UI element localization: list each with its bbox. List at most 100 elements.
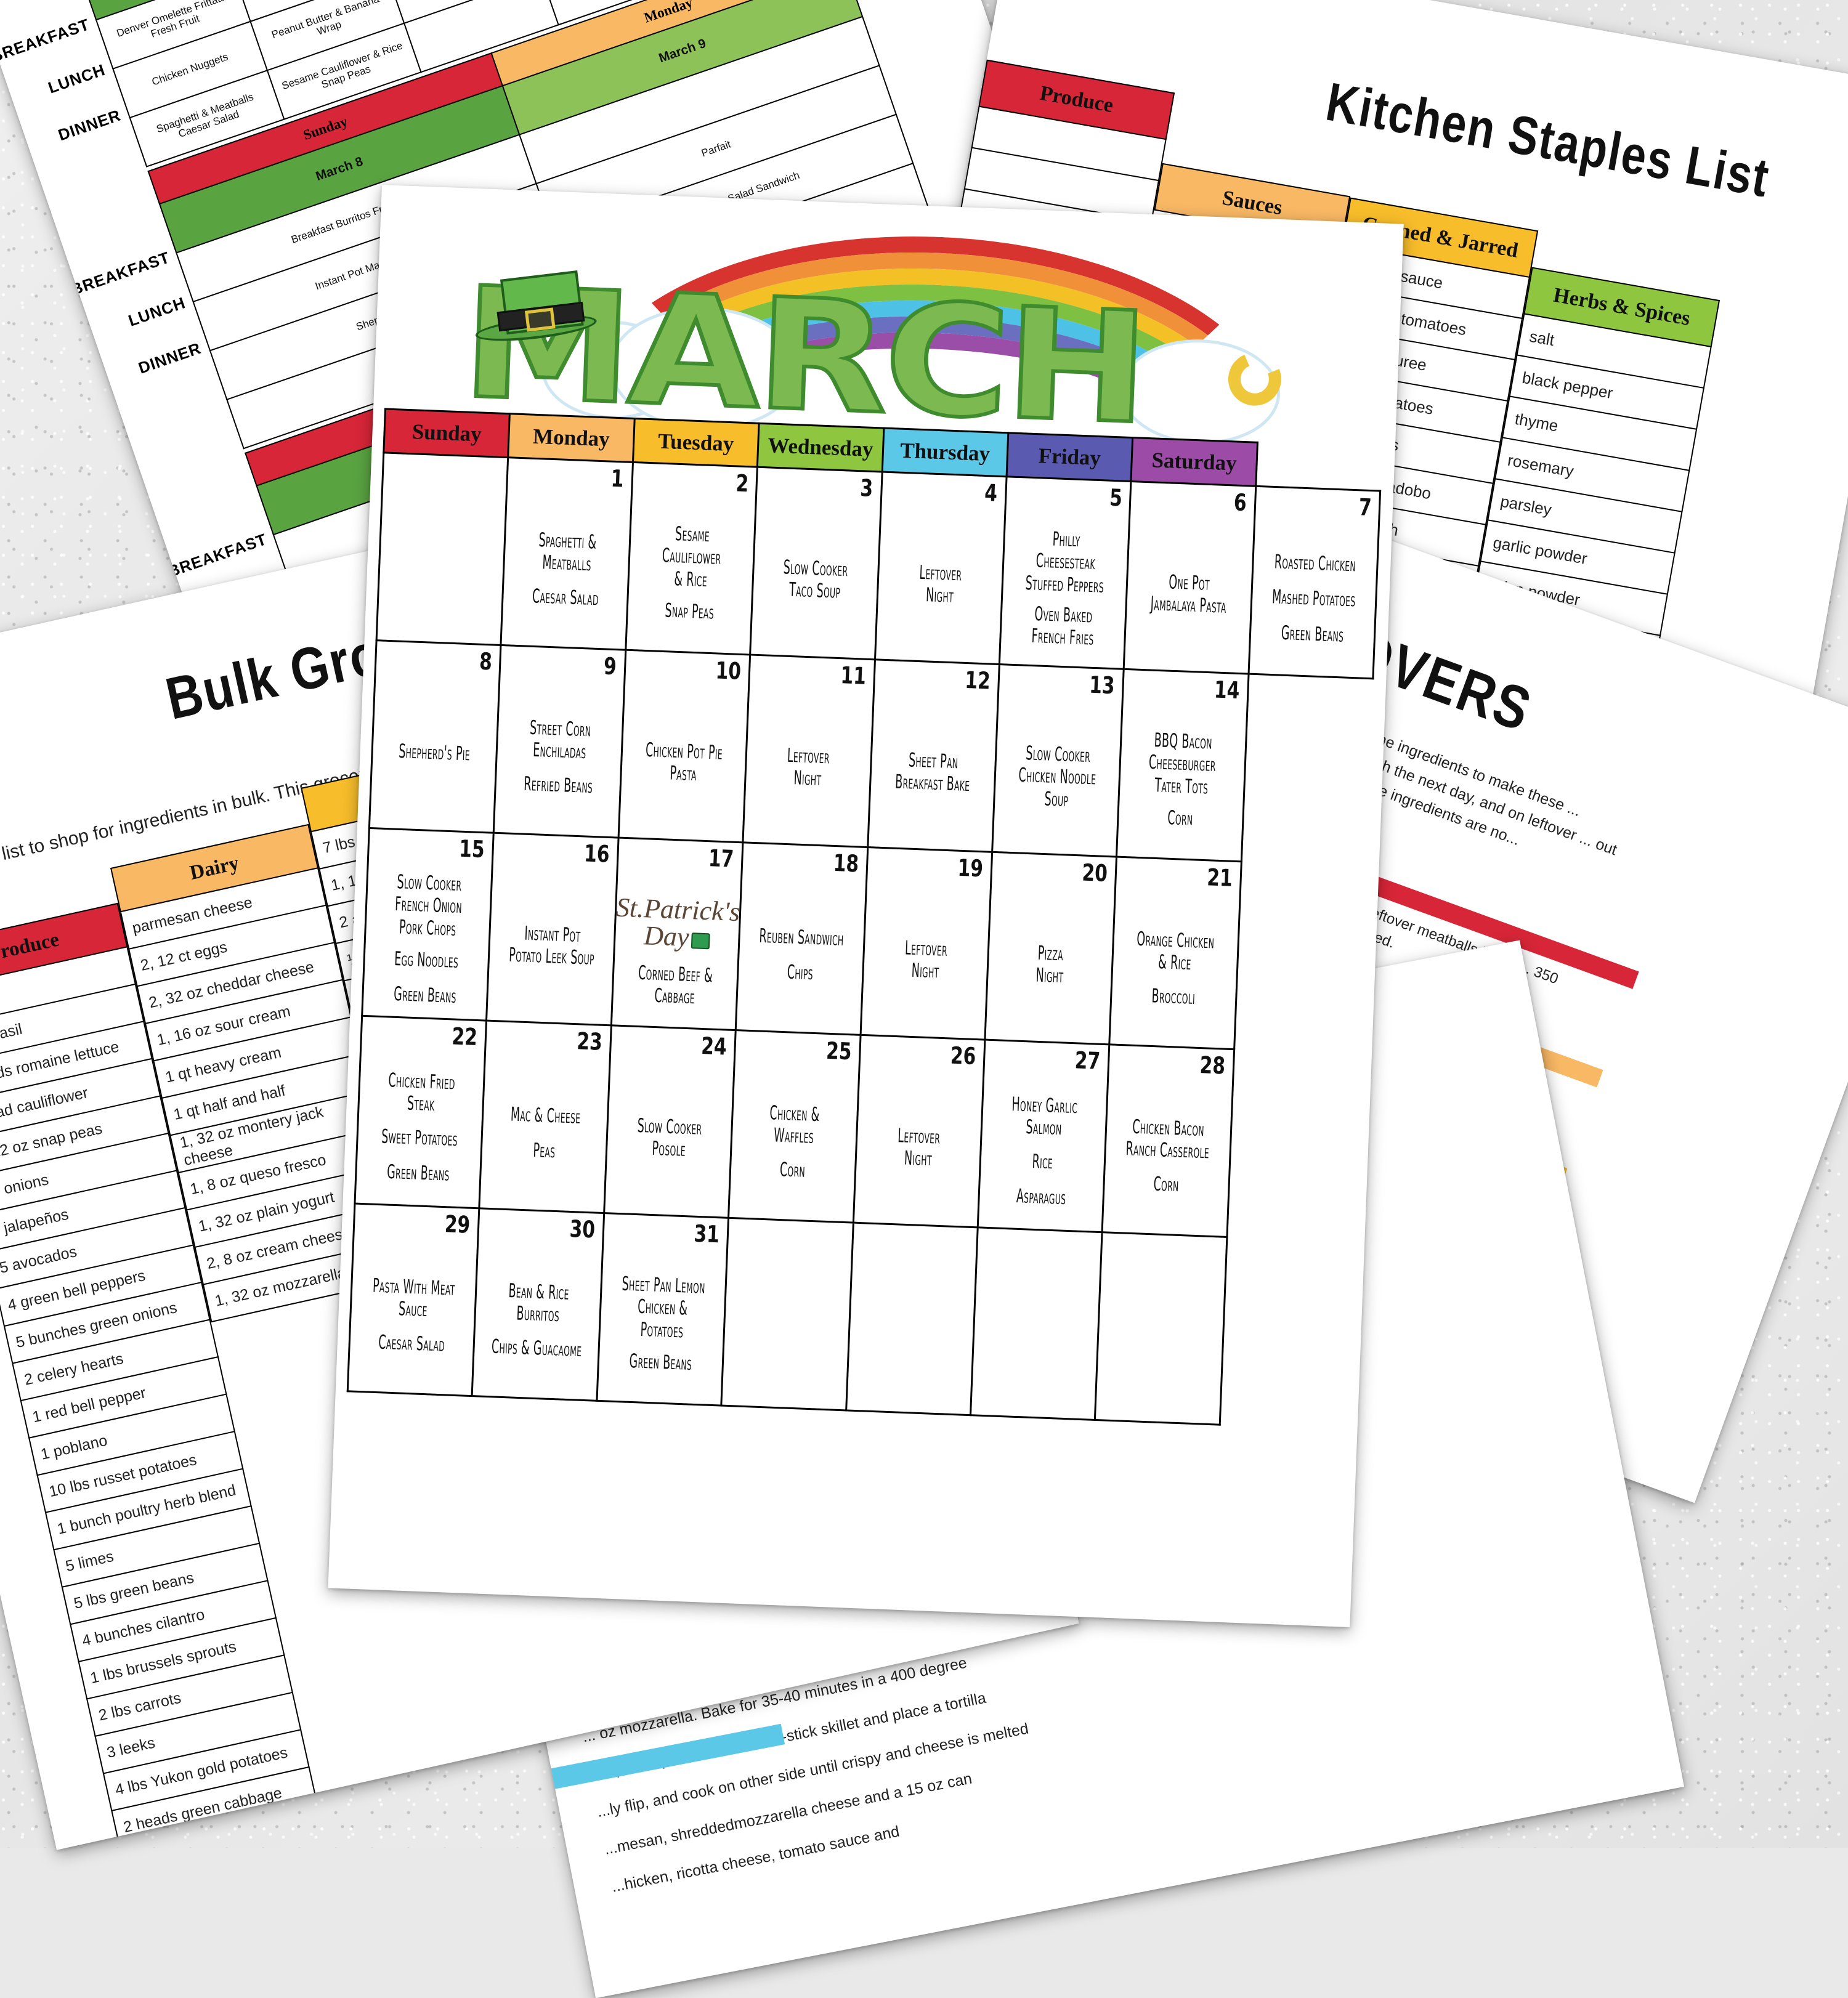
calendar-day-cell-10[interactable]: 10 Chicken Pot Pie Pasta bbox=[618, 650, 750, 843]
calendar-meal-item: Sheet Pan Lemon Chicken & Potatoes bbox=[621, 1273, 706, 1343]
calendar-day-cell-27[interactable]: 27 Honey Garlic Salmon Rice Asparagus bbox=[978, 1040, 1110, 1232]
calendar-meal-list: Sheet Pan Breakfast Bake bbox=[869, 700, 997, 844]
calendar-day-cell-14[interactable]: 14 BBQ Bacon Cheeseburger Tater Tots Corn bbox=[1116, 669, 1249, 862]
calendar-day-cell-28[interactable]: 28 Chicken Bacon Ranch Casserole Corn bbox=[1102, 1044, 1234, 1237]
calendar-meal-item: Instant Pot Potato Leek Soup bbox=[508, 922, 595, 970]
calendar-meal-list: Pasta With Meat Sauce Caesar Salad bbox=[349, 1244, 477, 1389]
calendar-date-number: 22 bbox=[452, 1022, 479, 1051]
calendar-date-number: 4 bbox=[984, 479, 999, 507]
calendar-day-cell-11[interactable]: 11 Leftover Night bbox=[743, 655, 875, 847]
calendar-meal-item: Orange Chicken & Rice bbox=[1137, 928, 1215, 975]
calendar-day-cell-19[interactable]: 19 Leftover Night bbox=[860, 847, 992, 1040]
shamrock-hat-icon bbox=[691, 932, 710, 950]
calendar-meal-item: Slow Cooker Posole bbox=[636, 1114, 703, 1162]
calendar-day-cell-26[interactable]: 26 Leftover Night bbox=[853, 1035, 985, 1228]
calendar-day-cell-12[interactable]: 12 Sheet Pan Breakfast Bake bbox=[867, 659, 1000, 852]
calendar-day-cell-4[interactable]: 4 Leftover Night bbox=[875, 472, 1007, 665]
calendar-meal-list: Honey Garlic Salmon Rice Asparagus bbox=[979, 1080, 1107, 1225]
calendar-date-number: 6 bbox=[1233, 488, 1247, 517]
calendar-day-cell-6[interactable]: 6 One Pot Jambalaya Pasta bbox=[1124, 481, 1256, 674]
calendar-week-row: 1 Spaghetti & Meatballs Caesar Salad 2 Sesam… bbox=[376, 452, 1380, 679]
calendar-day-cell-7[interactable]: 7 Roasted Chicken Mashed Potatoes Green Bea… bbox=[1248, 486, 1380, 679]
calendar-meal-list: Chicken Fried Steak Sweet Potatoes Green B… bbox=[356, 1056, 484, 1201]
calendar-date-number: 17 bbox=[708, 844, 735, 873]
calendar-meal-list: Sesame Cauliflower & Rice Snap Peas bbox=[626, 503, 755, 647]
calendar-date-number: 21 bbox=[1206, 864, 1233, 892]
calendar-date-number: 16 bbox=[583, 839, 610, 868]
calendar-day-cell-25[interactable]: 25 Chicken & Waffles Corn bbox=[728, 1030, 861, 1223]
calendar-date-number: 27 bbox=[1074, 1046, 1101, 1075]
calendar-meal-item: Caesar Salad bbox=[378, 1331, 446, 1356]
calendar-meal-item: Green Beans bbox=[393, 983, 457, 1008]
calendar-meal-item: Sesame Cauliflower & Rice bbox=[662, 523, 722, 592]
calendar-meal-list: Mac & Cheese Peas bbox=[480, 1061, 609, 1206]
calendar-day-cell-23[interactable]: 23 Mac & Cheese Peas bbox=[479, 1021, 612, 1213]
calendar-day-cell-29[interactable]: 29 Pasta With Meat Sauce Caesar Salad bbox=[347, 1203, 480, 1396]
calendar-date-number: 10 bbox=[715, 657, 742, 685]
calendar-meal-item: Street Corn Enchiladas bbox=[529, 716, 591, 764]
calendar-day-cell-3[interactable]: 3 Slow Cooker Taco Soup bbox=[750, 467, 882, 660]
calendar-day-cell-20[interactable]: 20 Pizza Night bbox=[984, 852, 1117, 1045]
calendar-date-number: 24 bbox=[700, 1032, 727, 1061]
calendar-day-cell-empty bbox=[1095, 1232, 1227, 1425]
calendar-meal-list: Sheet Pan Lemon Chicken & Potatoes Green … bbox=[598, 1253, 726, 1398]
calendar-meal-item: Green Beans bbox=[628, 1350, 692, 1375]
calendar-day-cell-30[interactable]: 30 Bean & Rice Burritos Chips & Guacaome bbox=[472, 1208, 604, 1401]
calendar-body: 1 Spaghetti & Meatballs Caesar Salad 2 Sesam… bbox=[347, 452, 1380, 1430]
calendar-day-cell-21[interactable]: 21 Orange Chicken & Rice Broccoli bbox=[1109, 857, 1241, 1050]
calendar-meal-list: Chicken & Waffles Corn bbox=[730, 1070, 858, 1215]
calendar-meal-list bbox=[971, 1268, 1100, 1412]
calendar-meal-item: BBQ Bacon Cheeseburger Tater Tots bbox=[1148, 729, 1217, 799]
calendar-day-cell-5[interactable]: 5 Philly Cheesesteak Stuffed Peppers Oven … bbox=[999, 476, 1132, 669]
calendar-week-row: 29 Pasta With Meat Sauce Caesar Salad 30 Bea… bbox=[347, 1203, 1352, 1430]
calendar-meal-item: Refried Beans bbox=[523, 772, 593, 798]
calendar-day-cell-1[interactable]: 1 Spaghetti & Meatballs Caesar Salad bbox=[501, 457, 633, 650]
calendar-date-number: 19 bbox=[957, 854, 984, 883]
calendar-meal-item: Chips & Guacaome bbox=[490, 1335, 582, 1361]
calendar-meal-list: Reuben Sandwich Chips bbox=[737, 883, 865, 1027]
calendar-meal-list: Instant Pot Potato Leek Soup bbox=[488, 873, 616, 1018]
calendar-meal-item: Spaghetti & Meatballs bbox=[538, 529, 597, 576]
calendar-meal-item: Leftover Night bbox=[897, 1124, 941, 1171]
calendar-date-number: 30 bbox=[569, 1215, 596, 1244]
calendar-day-cell-24[interactable]: 24 Slow Cooker Posole bbox=[604, 1025, 736, 1218]
calendar-meal-item: Philly Cheesesteak Stuffed Peppers bbox=[1025, 528, 1104, 597]
calendar-day-cell-31[interactable]: 31 Sheet Pan Lemon Chicken & Potatoes Gree… bbox=[596, 1213, 729, 1406]
calendar-meal-list: Slow Cooker Chicken Noodle Soup bbox=[993, 705, 1121, 849]
calendar-meal-list: Street Corn Enchiladas Refried Beans bbox=[495, 686, 623, 830]
calendar-meal-item: Chicken & Waffles bbox=[769, 1102, 821, 1149]
calendar-meal-item: Leftover Night bbox=[904, 937, 948, 983]
calendar-grid: Sunday Monday Tuesday Wednesday Thursday Frid… bbox=[347, 408, 1383, 1430]
calendar-week-row: 22 Chicken Fried Steak Sweet Potatoes Green… bbox=[354, 1016, 1359, 1242]
calendar-meal-item: Asparagus bbox=[1016, 1185, 1067, 1210]
calendar-day-cell-17[interactable]: 17 St.Patrick's Day Corned Beef & Cabbage bbox=[611, 838, 744, 1030]
calendar-day-cell-9[interactable]: 9 Street Corn Enchiladas Refried Beans bbox=[493, 645, 626, 838]
calendar-date-number: 26 bbox=[950, 1041, 977, 1070]
calendar-meal-item: Chicken Fried Steak bbox=[387, 1069, 456, 1117]
calendar-meal-list: St.Patrick's Day Corned Beef & Cabbage bbox=[612, 878, 740, 1023]
calendar-meal-item: Sheet Pan Breakfast Bake bbox=[894, 749, 970, 796]
calendar-day-cell-8[interactable]: 8 Shepherd's Pie bbox=[369, 640, 501, 833]
calendar-meal-list: BBQ Bacon Cheeseburger Tater Tots Corn bbox=[1118, 710, 1246, 854]
calendar-meal-list: Slow Cooker Taco Soup bbox=[752, 508, 880, 652]
calendar-day-cell-18[interactable]: 18 Reuben Sandwich Chips bbox=[736, 842, 868, 1035]
calendar-day-cell-15[interactable]: 15 Slow Cooker French Onion Pork Chops Egg… bbox=[362, 828, 494, 1021]
calendar-day-cell-22[interactable]: 22 Chicken Fried Steak Sweet Potatoes Green… bbox=[354, 1016, 487, 1208]
calendar-meal-list: Pizza Night bbox=[986, 892, 1114, 1037]
calendar-meal-item: Caesar Salad bbox=[531, 585, 599, 610]
calendar-date-number: 18 bbox=[832, 849, 859, 878]
calendar-meal-item: Chicken Pot Pie Pasta bbox=[645, 738, 723, 786]
calendar-day-cell-2[interactable]: 2 Sesame Cauliflower & Rice Snap Peas bbox=[625, 462, 758, 655]
calendar-date-number: 20 bbox=[1082, 859, 1109, 888]
calendar-meal-list: Philly Cheesesteak Stuffed Peppers Oven B… bbox=[1000, 517, 1129, 661]
calendar-meal-item: One Pot Jambalaya Pasta bbox=[1150, 571, 1227, 618]
calendar-date-number: 3 bbox=[859, 474, 874, 502]
calendar-meal-list: Bean & Rice Burritos Chips & Guacaome bbox=[473, 1248, 601, 1393]
calendar-date-number: 7 bbox=[1358, 493, 1372, 522]
calendar-meal-item: Green Beans bbox=[386, 1161, 450, 1186]
calendar-meal-item: Honey Garlic Salmon bbox=[1011, 1093, 1078, 1141]
st-patricks-day-graphic: St.Patrick's Day bbox=[615, 892, 741, 952]
calendar-meal-item: Green Beans bbox=[1280, 621, 1344, 647]
calendar-day-cell-16[interactable]: 16 Instant Pot Potato Leek Soup bbox=[486, 833, 618, 1025]
calendar-day-cell-13[interactable]: 13 Slow Cooker Chicken Noodle Soup bbox=[992, 664, 1124, 857]
